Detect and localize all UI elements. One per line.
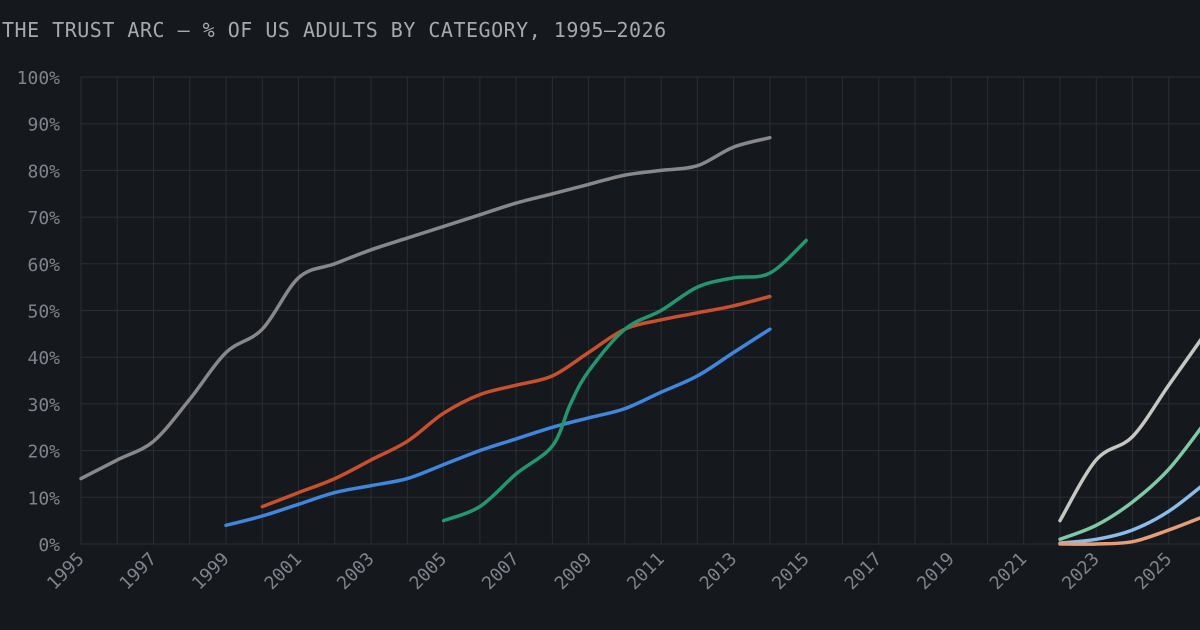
x-tick-label: 2005 [406, 549, 452, 595]
series-line-1 [79, 135, 772, 481]
series-line-3 [224, 327, 772, 528]
series-line-5 [1058, 337, 1200, 523]
x-tick-label: 2025 [1131, 549, 1177, 595]
y-tick-label: 0% [38, 535, 60, 556]
y-tick-label: 10% [27, 488, 60, 509]
x-tick-label: 2013 [696, 549, 742, 595]
series-line-6 [1058, 426, 1200, 542]
x-tick-label: 2023 [1058, 549, 1104, 595]
grid-lines [80, 76, 1200, 545]
x-tick-label: 2019 [913, 549, 959, 595]
series-line-8 [1058, 516, 1200, 546]
y-tick-label: 100% [17, 68, 61, 89]
x-tick-label: 2021 [986, 549, 1032, 595]
series-line-7 [1058, 485, 1200, 545]
x-axis-ticks: 1995 1997 1999 2001 2003 2005 2007 2009 2011 2013… [43, 549, 1176, 595]
y-tick-label: 20% [27, 442, 60, 463]
series-line-4 [441, 238, 808, 523]
x-tick-label: 2007 [478, 549, 524, 595]
chart-title: THE TRUST ARC — % OF US ADULTS BY CATEGO… [2, 18, 667, 42]
y-axis-ticks: 0% 10% 20% 30% 40% 50% 60% 70% 80% 90% 100% [17, 68, 61, 556]
y-tick-label: 40% [27, 348, 60, 369]
x-tick-label: 2001 [261, 549, 307, 595]
y-tick-label: 80% [27, 161, 60, 182]
y-tick-label: 60% [27, 255, 60, 276]
series-line-2 [260, 294, 772, 509]
x-tick-label: 2017 [841, 549, 887, 595]
y-tick-label: 50% [27, 302, 60, 323]
y-tick-label: 90% [27, 115, 60, 136]
x-tick-label: 2015 [768, 549, 814, 595]
y-tick-label: 30% [27, 395, 60, 416]
series-lines [79, 135, 1200, 546]
x-tick-label: 2009 [551, 549, 597, 595]
x-tick-label: 2011 [623, 549, 669, 595]
x-tick-label: 1999 [188, 549, 234, 595]
x-tick-label: 2003 [333, 549, 379, 595]
x-tick-label: 1997 [116, 549, 162, 595]
y-tick-label: 70% [27, 208, 60, 229]
